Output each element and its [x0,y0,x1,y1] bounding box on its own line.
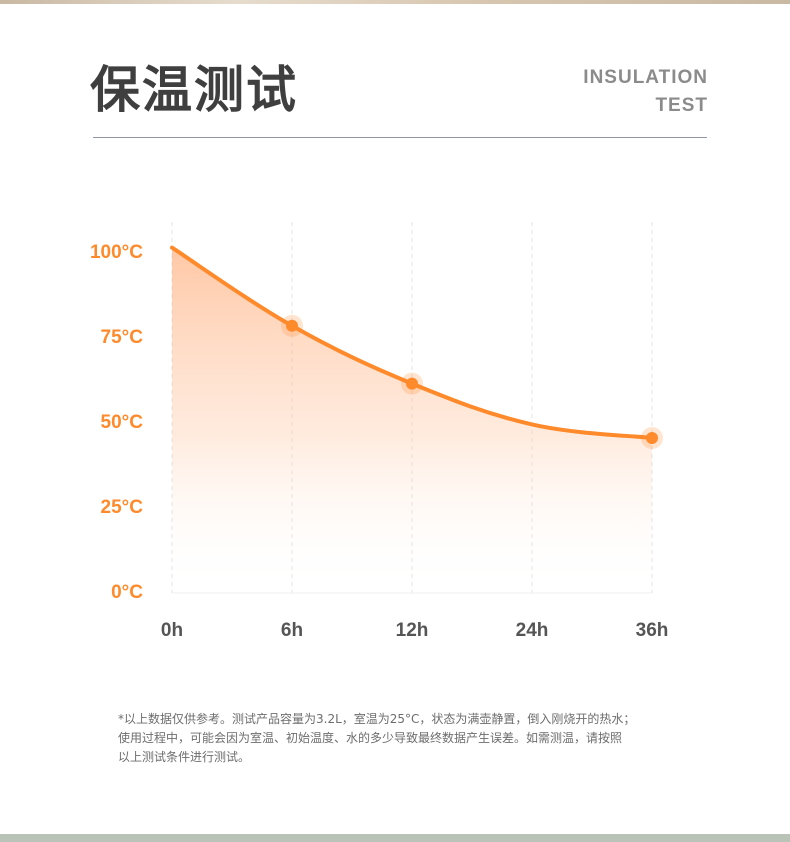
bottom-decor-band [0,834,790,842]
title-en-line-2: TEST [655,95,708,116]
chart-area-fill [172,247,652,593]
title-divider [93,137,707,138]
footnote-line-1: *以上数据仅供参考。测试产品容量为3.2L，室温为25°C，状态为满壶静置，倒入… [118,712,636,726]
x-tick-label: 6h [281,620,303,641]
footnote-line-3: 以上测试条件进行测试。 [118,750,251,764]
x-tick-label: 12h [396,620,429,641]
chart-markers [281,314,663,449]
y-tick-label: 0°C [111,582,143,603]
y-tick-label: 50°C [101,412,144,433]
y-tick-label: 75°C [101,327,144,348]
y-axis-ticks: 0°C 25°C 50°C 75°C 100°C [90,242,143,603]
page-title-english: INSULATION TEST [583,64,708,120]
x-tick-label: 36h [636,620,669,641]
data-point-12h [406,377,418,390]
page-title: 保温测试 [90,61,298,119]
title-en-line-1: INSULATION [583,67,708,88]
series-area [172,247,652,593]
top-decor-band [0,0,790,4]
y-tick-label: 25°C [101,497,144,518]
x-tick-label: 0h [161,620,183,641]
data-point-6h [286,319,298,332]
x-axis-ticks: 0h 6h 12h 24h 36h [161,620,668,641]
footnote: *以上数据仅供参考。测试产品容量为3.2L，室温为25°C，状态为满壶静置，倒入… [118,710,698,767]
x-tick-label: 24h [516,620,549,641]
data-point-36h [646,432,658,444]
insulation-chart: 0°C 25°C 50°C 75°C 100°C 0h 6h 12h 24h 36h [90,222,668,641]
y-tick-label: 100°C [90,242,143,263]
footnote-line-2: 使用过程中，可能会因为室温、初始温度、水的多少导致最终数据产生误差。如需测温，请… [118,731,623,745]
